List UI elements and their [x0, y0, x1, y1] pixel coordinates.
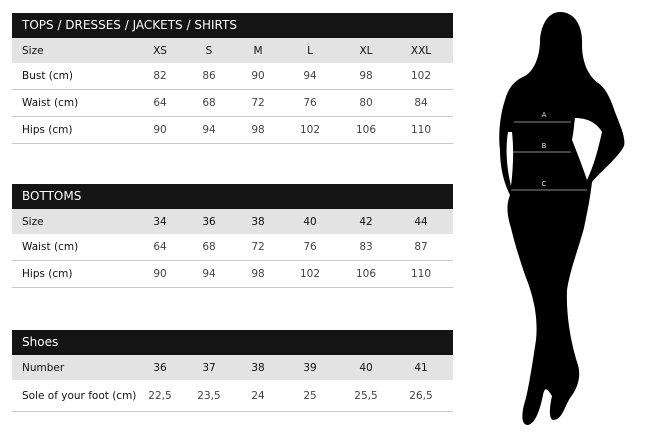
table-cell: 22,5: [148, 389, 172, 402]
section-title: BOTTOMS: [12, 184, 453, 209]
table-cell: 23,5: [197, 389, 221, 402]
table-cell: 106: [355, 268, 377, 280]
table-row: Sole of your foot (cm) 22,5 23,5 24 25 25,5 26…: [12, 380, 453, 412]
table-cell: 37: [202, 361, 216, 374]
row-values: 64 68 72 76 83 87: [142, 234, 453, 260]
marker-label-a: A: [542, 111, 547, 119]
arm-gap-left: [506, 132, 514, 186]
table-cell: 41: [414, 361, 428, 374]
table-cell: 80: [359, 97, 373, 109]
table-cell: 98: [359, 70, 373, 82]
row-values: 64 68 72 76 80 84: [142, 90, 453, 116]
row-label: Size: [22, 215, 44, 228]
table-header-row: Size XS S M L XL XXL: [12, 38, 453, 63]
shoes-size-table: Shoes Number 36 37 38 39 40 41 Sole of your foot…: [12, 330, 453, 412]
table-cell: 98: [251, 268, 265, 280]
table-cell: 25,5: [354, 389, 378, 402]
table-cell: 83: [359, 241, 373, 253]
table-cell: 87: [414, 241, 428, 253]
section-title: Shoes: [12, 330, 453, 355]
row-values: 90 94 98 102 106 110: [142, 261, 453, 287]
table-row: Hips (cm) 90 94 98 102 106 110: [12, 261, 453, 288]
table-cell: 110: [410, 268, 432, 280]
table-cell: 94: [202, 124, 216, 136]
table-cell: 24: [251, 389, 265, 402]
table-cell: 90: [153, 124, 167, 136]
table-cell: 36: [153, 361, 167, 374]
table-cell: 102: [299, 124, 321, 136]
row-values: XS S M L XL XXL: [142, 38, 453, 63]
table-cell: XXL: [410, 44, 432, 57]
row-values: 22,5 23,5 24 25 25,5 26,5: [142, 380, 453, 411]
row-label: Size: [22, 44, 44, 57]
woman-silhouette: [499, 12, 625, 425]
arm-gap-right: [572, 118, 602, 180]
table-cell: 42: [359, 215, 373, 228]
table-row: Bust (cm) 82 86 90 94 98 102: [12, 63, 453, 90]
row-label: Waist (cm): [22, 241, 79, 253]
table-cell: 40: [303, 215, 317, 228]
table-cell: 76: [303, 241, 317, 253]
table-cell: L: [307, 44, 313, 57]
table-cell: 44: [414, 215, 428, 228]
section-title: TOPS / DRESSES / JACKETS / SHIRTS: [12, 13, 453, 38]
row-label: Sole of your foot (cm): [22, 389, 137, 402]
table-cell: 39: [303, 361, 317, 374]
table-cell: 84: [414, 97, 428, 109]
row-label: Waist (cm): [22, 97, 79, 109]
table-cell: 98: [251, 124, 265, 136]
row-label: Bust (cm): [22, 70, 73, 82]
table-cell: 102: [410, 70, 432, 82]
table-cell: 86: [202, 70, 216, 82]
table-cell: 90: [153, 268, 167, 280]
table-cell: 110: [410, 124, 432, 136]
table-cell: 102: [299, 268, 321, 280]
table-cell: 90: [251, 70, 265, 82]
table-header-row: Size 34 36 38 40 42 44: [12, 209, 453, 234]
bottoms-size-table: BOTTOMS Size 34 36 38 40 42 44 Waist (cm) 64 68 72 7…: [12, 184, 453, 288]
row-label: Number: [22, 361, 65, 374]
table-cell: 94: [202, 268, 216, 280]
row-values: 36 37 38 39 40 41: [142, 355, 453, 380]
row-values: 34 36 38 40 42 44: [142, 209, 453, 234]
table-cell: 26,5: [409, 389, 433, 402]
table-row: Waist (cm) 64 68 72 76 83 87: [12, 234, 453, 261]
table-cell: 72: [251, 97, 265, 109]
table-cell: 94: [303, 70, 317, 82]
table-cell: 38: [251, 361, 265, 374]
table-cell: 68: [202, 241, 216, 253]
table-cell: 72: [251, 241, 265, 253]
table-cell: M: [253, 44, 263, 57]
row-label: Hips (cm): [22, 124, 73, 136]
table-cell: 64: [153, 241, 167, 253]
table-header-row: Number 36 37 38 39 40 41: [12, 355, 453, 380]
table-cell: 40: [359, 361, 373, 374]
tops-size-table: TOPS / DRESSES / JACKETS / SHIRTS Size XS S…: [12, 13, 453, 144]
table-cell: 64: [153, 97, 167, 109]
table-cell: 106: [355, 124, 377, 136]
table-cell: 82: [153, 70, 167, 82]
table-cell: 34: [153, 215, 167, 228]
marker-label-c: C: [542, 180, 547, 188]
table-cell: 25: [303, 389, 317, 402]
row-values: 90 94 98 102 106 110: [142, 117, 453, 143]
row-values: 82 86 90 94 98 102: [142, 63, 453, 89]
table-cell: XL: [359, 44, 373, 57]
table-cell: 68: [202, 97, 216, 109]
table-row: Hips (cm) 90 94 98 102 106 110: [12, 117, 453, 144]
table-row: Waist (cm) 64 68 72 76 80 84: [12, 90, 453, 117]
table-cell: S: [205, 44, 213, 57]
table-cell: XS: [153, 44, 167, 57]
table-cell: 76: [303, 97, 317, 109]
table-cell: 38: [251, 215, 265, 228]
table-cell: 36: [202, 215, 216, 228]
row-label: Hips (cm): [22, 268, 73, 280]
marker-label-b: B: [542, 142, 547, 150]
